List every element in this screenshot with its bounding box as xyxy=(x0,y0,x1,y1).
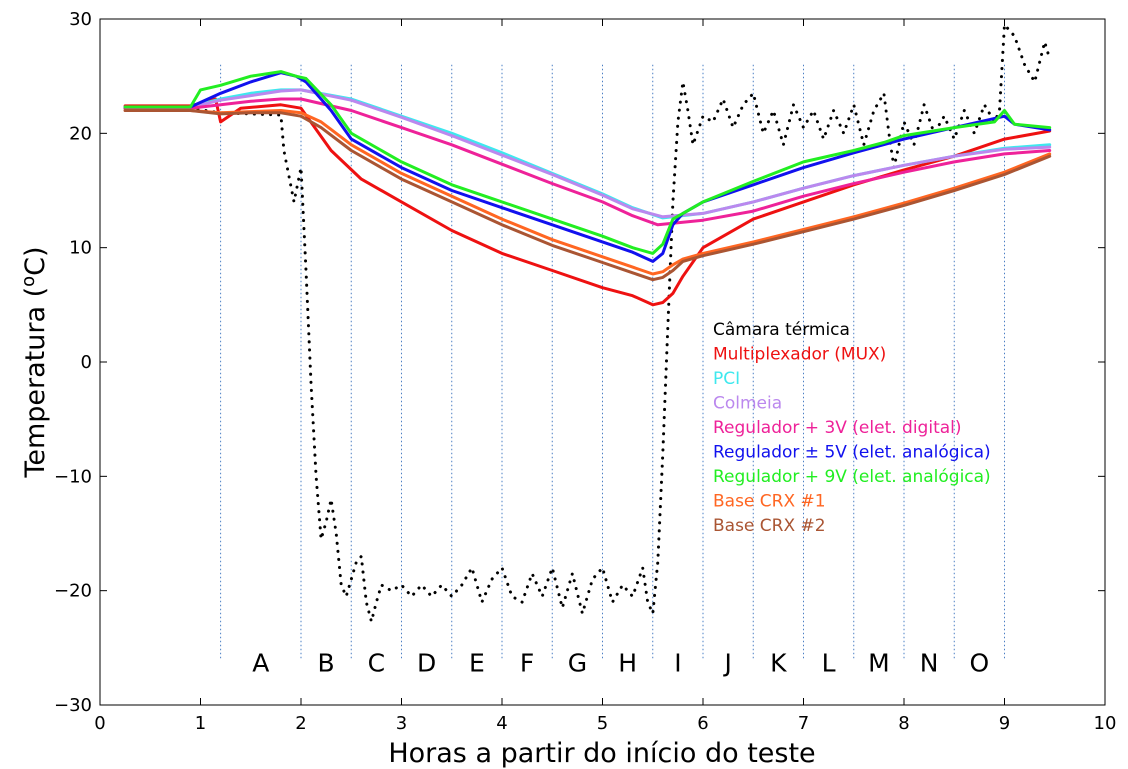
series-line-4 xyxy=(123,97,1052,227)
y-tick-label: −10 xyxy=(54,466,92,487)
series-layer xyxy=(123,23,1052,623)
phase-label-F: F xyxy=(520,649,534,678)
phase-label-N: N xyxy=(920,649,939,678)
phase-label-J: J xyxy=(722,649,731,678)
phase-label-D: D xyxy=(417,649,436,678)
series-line-6 xyxy=(123,70,1052,255)
legend-entry-6: Regulador + 9V (elet. analógica) xyxy=(713,467,991,487)
legend-entry-4: Regulador + 3V (elet. digital) xyxy=(713,418,962,438)
series-line-7 xyxy=(123,109,1052,276)
x-tick-label: 9 xyxy=(999,713,1010,734)
phase-label-L: L xyxy=(822,649,836,678)
phase-label-B: B xyxy=(318,649,335,678)
x-tick-label: 2 xyxy=(295,713,306,734)
phase-label-C: C xyxy=(368,649,385,678)
y-axis-title-tail: C) xyxy=(20,246,51,275)
x-tick-label: 10 xyxy=(1094,713,1117,734)
y-tick-label: −20 xyxy=(54,581,92,602)
phase-label-G: G xyxy=(568,649,587,678)
legend-entry-3: Colmeia xyxy=(713,394,782,414)
x-tick-label: 7 xyxy=(798,713,809,734)
legend-entry-7: Base CRX #1 xyxy=(713,492,826,512)
series-line-3 xyxy=(123,88,1052,219)
phase-label-H: H xyxy=(618,649,637,678)
y-tick-label: 0 xyxy=(81,352,92,373)
y-tick-label: 10 xyxy=(69,238,92,259)
x-tick-label: 3 xyxy=(396,713,407,734)
phase-label-M: M xyxy=(868,649,890,678)
y-axis-title-superscript: o xyxy=(18,276,39,287)
y-tick-label: 20 xyxy=(69,123,92,144)
axis-ticks: 0 1 2 3 4 5 6 7 8 9 10 −30 −20 −10 0 10 20 30 xyxy=(54,9,1116,734)
x-tick-label: 5 xyxy=(597,713,608,734)
phase-label-A: A xyxy=(252,649,269,678)
phase-label-K: K xyxy=(770,649,787,678)
series-line-8 xyxy=(123,109,1052,282)
y-axis-title: Temperatura (oC) xyxy=(18,246,51,478)
phase-label-O: O xyxy=(970,649,990,678)
legend-entry-2: PCI xyxy=(713,369,740,389)
x-tick-label: 4 xyxy=(496,713,507,734)
legend: Câmara térmica Multiplexador (MUX) PCI Colm… xyxy=(713,320,991,536)
series-line-0 xyxy=(123,23,1052,623)
legend-entry-5: Regulador ± 5V (elet. analógica) xyxy=(713,443,991,463)
x-tick-label: 1 xyxy=(195,713,206,734)
x-axis-title: Horas a partir do início do teste xyxy=(388,738,815,769)
y-axis-title-main: Temperatura ( xyxy=(20,287,51,479)
y-tick-label: −30 xyxy=(54,695,92,716)
legend-entry-8: Base CRX #2 xyxy=(713,516,826,536)
y-tick-label: 30 xyxy=(69,9,92,30)
phase-label-E: E xyxy=(469,649,485,678)
x-tick-label: 0 xyxy=(94,713,105,734)
legend-entry-0: Câmara térmica xyxy=(713,320,850,340)
phase-label-I: I xyxy=(674,649,681,678)
series-line-1 xyxy=(123,97,1052,307)
x-tick-label: 6 xyxy=(697,713,708,734)
legend-entry-1: Multiplexador (MUX) xyxy=(713,345,886,365)
x-tick-label: 8 xyxy=(898,713,909,734)
phase-boundary-lines xyxy=(220,64,1005,660)
phase-labels: A B C D E F G H I J K L M N O xyxy=(252,649,989,678)
